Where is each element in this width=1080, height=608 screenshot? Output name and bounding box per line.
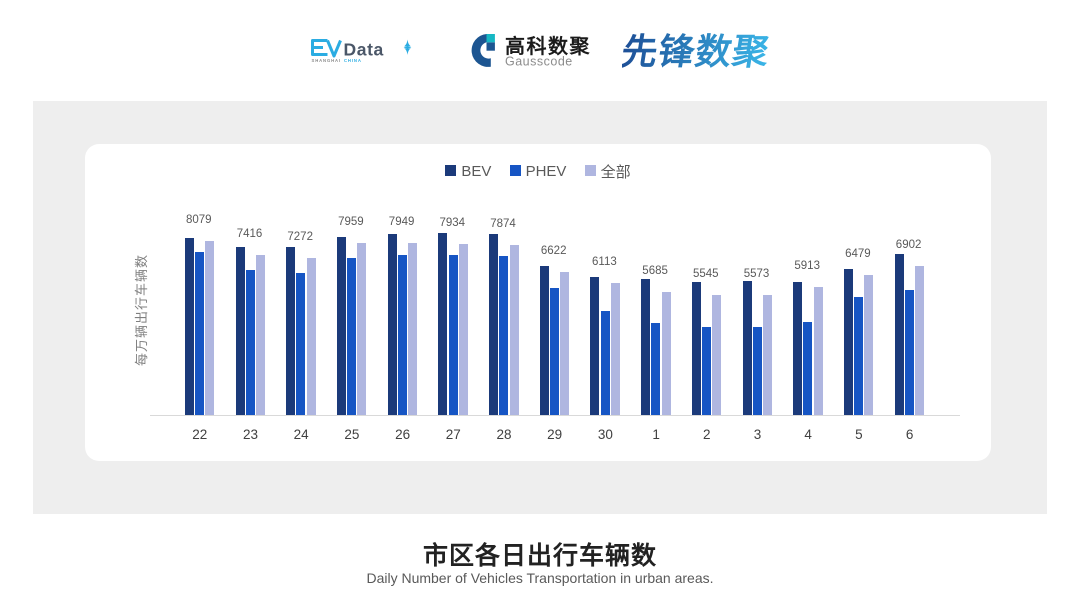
svg-text:Gausscode: Gausscode [505,55,573,69]
svg-text:CHINA: CHINA [344,58,362,63]
svg-text:Data: Data [344,39,384,59]
svg-text:先锋数聚: 先锋数聚 [622,31,773,70]
svg-text:SHANGHAI: SHANGHAI [312,58,342,63]
